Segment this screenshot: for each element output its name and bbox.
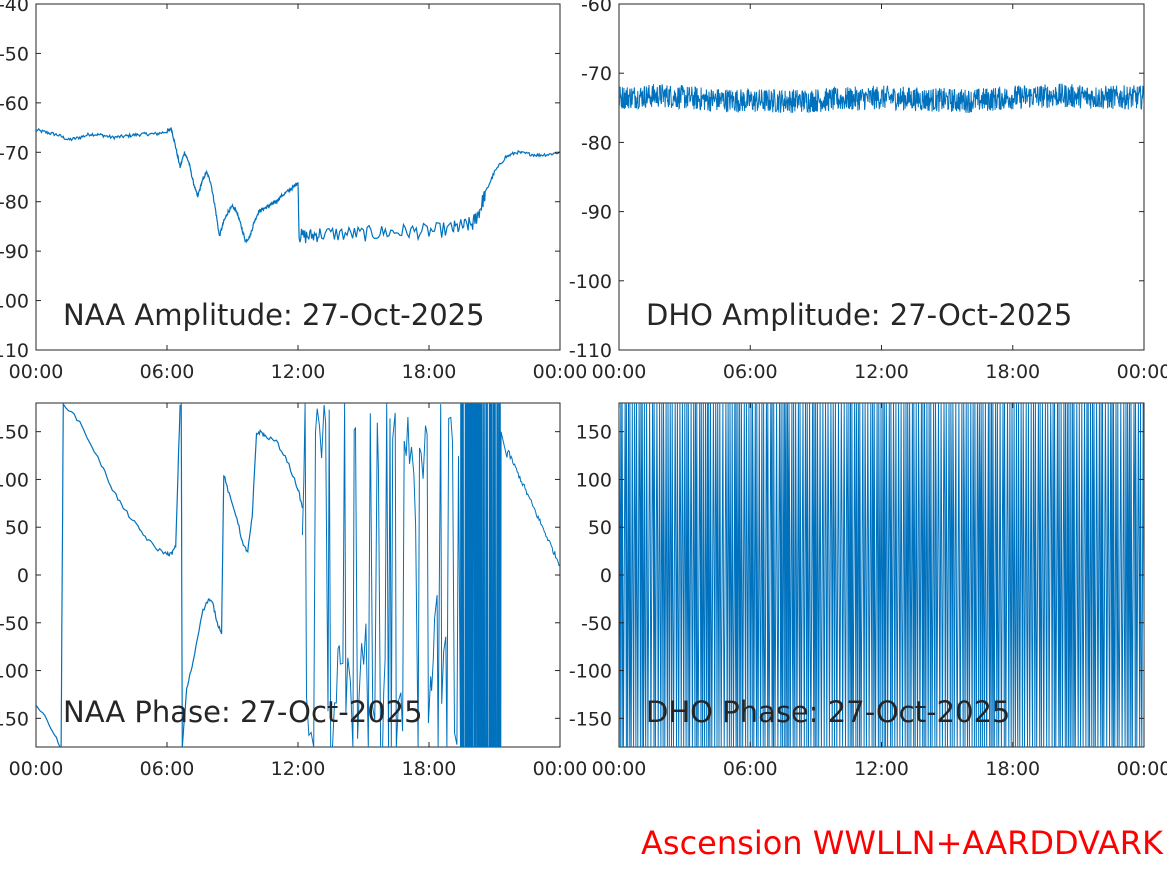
y-tick-label: -50: [0, 613, 29, 635]
y-tick-label: -100: [0, 661, 29, 683]
y-tick-label: 100: [0, 469, 29, 491]
panel-title: DHO Amplitude: 27-Oct-2025: [646, 298, 1072, 332]
dho-amplitude-panel: 00:00 06:00 12:00 18:00 00:00-110-100-90-80-…: [569, 0, 1167, 383]
y-tick-label: -90: [581, 202, 612, 224]
y-tick-label: 100: [576, 469, 612, 491]
x-tick-label: 00:00: [592, 361, 647, 383]
x-tick-label: 12:00: [271, 361, 326, 383]
x-tick-label: 00:00: [1117, 758, 1167, 780]
y-tick-label: -50: [581, 613, 612, 635]
x-tick-label: 00:00: [1117, 361, 1167, 383]
naa-phase-panel: 00:00 06:00 12:00 18:00 00:00 -150 -100 -50 0 50 1…: [0, 402, 587, 780]
panel-title: NAA Phase: 27-Oct-2025: [63, 695, 423, 729]
y-tick-label: 0: [600, 565, 612, 587]
x-tick-label: 12:00: [854, 361, 909, 383]
y-tick-label: -110: [569, 340, 612, 362]
y-tick-label: -100: [569, 271, 612, 293]
panel-title: DHO Phase: 27-Oct-2025: [646, 695, 1010, 729]
panel-title: NAA Amplitude: 27-Oct-2025: [63, 298, 485, 332]
x-tick-label: 12:00: [271, 758, 326, 780]
naa-amplitude-panel: 00:0006:0012:0018:0000:00-110-100-90-80-…: [0, 0, 587, 383]
x-tick-label: 00:00: [533, 361, 588, 383]
dho-phase-panel: 00:00 06:00 12:00 18:00 00:00 -150 -100 -50 0 50 1…: [569, 402, 1167, 780]
y-tick-label: -60: [581, 0, 612, 16]
y-tick-label: -150: [0, 708, 29, 730]
y-tick-label: -110: [0, 340, 29, 362]
series-line: [619, 83, 1144, 114]
series-line: [36, 127, 560, 244]
station-label: Ascension WWLLN+AARDDVARK: [641, 824, 1163, 862]
y-tick-label: -100: [569, 661, 612, 683]
y-tick-label: -70: [581, 63, 612, 85]
x-tick-label: 18:00: [985, 758, 1040, 780]
y-tick-label: 150: [576, 422, 612, 444]
y-tick-label: -150: [569, 708, 612, 730]
series-line: [36, 403, 560, 747]
y-tick-label: 150: [0, 422, 29, 444]
y-tick-label: 50: [588, 517, 612, 539]
series-line: [619, 403, 1144, 747]
y-tick-label: -100: [0, 291, 29, 313]
y-tick-label: 0: [17, 565, 29, 587]
y-tick-label: -80: [0, 192, 29, 214]
x-tick-label: 00:00: [592, 758, 647, 780]
x-tick-label: 18:00: [402, 361, 457, 383]
x-tick-label: 00:00: [533, 758, 588, 780]
x-tick-label: 06:00: [140, 361, 195, 383]
x-tick-label: 06:00: [140, 758, 195, 780]
x-tick-label: 06:00: [723, 361, 778, 383]
y-tick-label: -70: [0, 142, 29, 164]
y-tick-label: -50: [0, 43, 29, 65]
y-tick-label: -90: [0, 241, 29, 263]
x-tick-label: 18:00: [402, 758, 457, 780]
x-tick-label: 00:00: [9, 758, 64, 780]
x-tick-label: 12:00: [854, 758, 909, 780]
x-tick-label: 18:00: [985, 361, 1040, 383]
y-tick-label: -80: [581, 132, 612, 154]
y-tick-label: -40: [0, 0, 29, 16]
y-tick-label: -60: [0, 93, 29, 115]
y-tick-label: 50: [5, 517, 29, 539]
x-tick-label: 06:00: [723, 758, 778, 780]
x-tick-label: 00:00: [9, 361, 64, 383]
